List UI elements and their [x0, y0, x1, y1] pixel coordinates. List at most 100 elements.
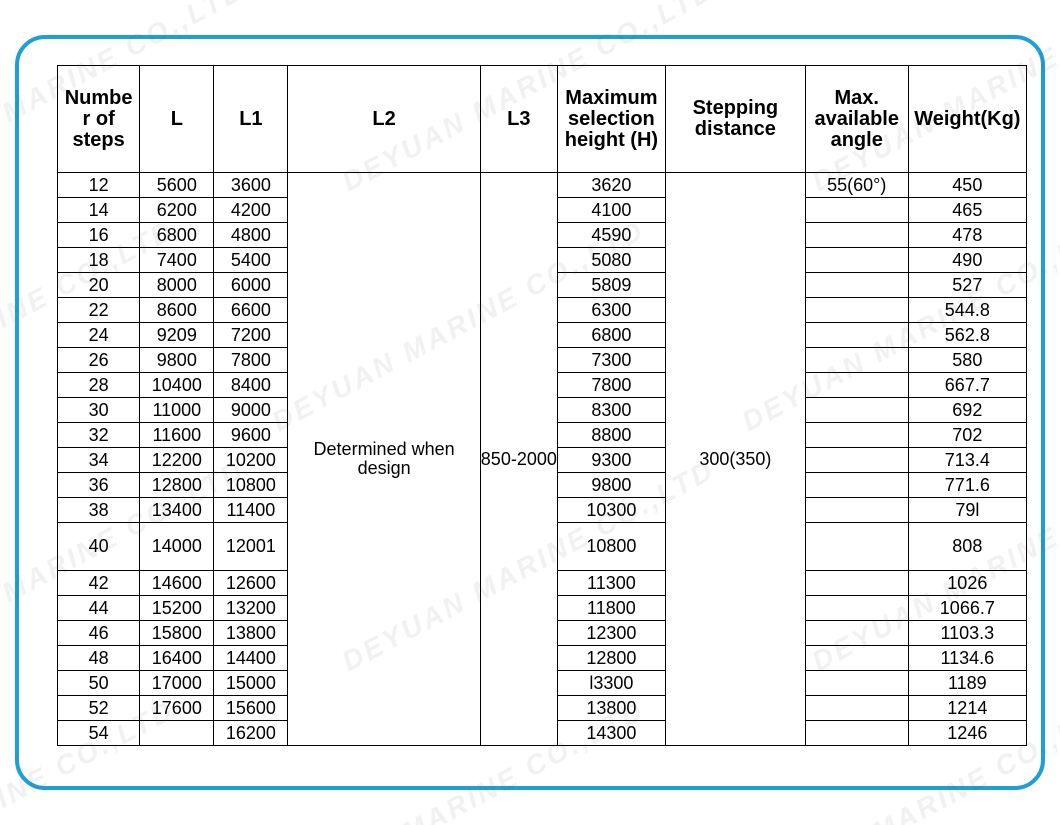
cell-angle [805, 323, 908, 348]
cell-steps: 18 [58, 248, 140, 273]
cell-steps: 34 [58, 448, 140, 473]
cell-H: 4100 [557, 198, 665, 223]
cell-steps: 42 [58, 571, 140, 596]
cell-H: 11800 [557, 596, 665, 621]
cell-L1: 15000 [214, 671, 288, 696]
cell-merged-L2: Determined when design [288, 173, 480, 746]
cell-angle [805, 721, 908, 746]
cell-L: 8600 [140, 298, 214, 323]
cell-steps: 30 [58, 398, 140, 423]
spec-table-container: Number ofstepsLL1L2L3Maximumselectionhei… [57, 65, 1027, 746]
cell-steps: 32 [58, 423, 140, 448]
cell-weight: 478 [908, 223, 1026, 248]
cell-weight: 580 [908, 348, 1026, 373]
cell-angle [805, 523, 908, 571]
col-header-weight: Weight(Kg) [908, 66, 1026, 173]
cell-L1: 6000 [214, 273, 288, 298]
cell-H: 6300 [557, 298, 665, 323]
cell-H: 6800 [557, 323, 665, 348]
cell-angle [805, 198, 908, 223]
cell-L1: 7200 [214, 323, 288, 348]
cell-weight: 1214 [908, 696, 1026, 721]
cell-weight: 1134.6 [908, 646, 1026, 671]
cell-L: 6800 [140, 223, 214, 248]
cell-angle [805, 223, 908, 248]
cell-steps: 38 [58, 498, 140, 523]
cell-L: 11000 [140, 398, 214, 423]
cell-weight: 1103.3 [908, 621, 1026, 646]
cell-L1: 9000 [214, 398, 288, 423]
cell-L1: 16200 [214, 721, 288, 746]
cell-steps: 16 [58, 223, 140, 248]
col-header-H: Maximumselectionheight (H) [557, 66, 665, 173]
cell-weight: 692 [908, 398, 1026, 423]
cell-weight: 1189 [908, 671, 1026, 696]
cell-L1: 5400 [214, 248, 288, 273]
cell-L1: 14400 [214, 646, 288, 671]
cell-angle [805, 646, 908, 671]
cell-angle [805, 398, 908, 423]
table-row: 1256003600Determined when design850-2000… [58, 173, 1027, 198]
cell-weight: 1026 [908, 571, 1026, 596]
cell-H: 7300 [557, 348, 665, 373]
cell-angle [805, 473, 908, 498]
cell-weight: 490 [908, 248, 1026, 273]
cell-H: 12800 [557, 646, 665, 671]
cell-steps: 22 [58, 298, 140, 323]
cell-H: 9800 [557, 473, 665, 498]
cell-L1: 10800 [214, 473, 288, 498]
cell-steps: 12 [58, 173, 140, 198]
cell-H: 10300 [557, 498, 665, 523]
cell-steps: 52 [58, 696, 140, 721]
cell-weight: 808 [908, 523, 1026, 571]
cell-weight: 1066.7 [908, 596, 1026, 621]
cell-L: 12200 [140, 448, 214, 473]
cell-angle [805, 373, 908, 398]
cell-H: 8800 [557, 423, 665, 448]
cell-merged-step_dist: 300(350) [665, 173, 805, 746]
cell-L: 9800 [140, 348, 214, 373]
cell-L: 15800 [140, 621, 214, 646]
cell-steps: 44 [58, 596, 140, 621]
cell-L: 17600 [140, 696, 214, 721]
cell-L: 12800 [140, 473, 214, 498]
cell-L1: 12600 [214, 571, 288, 596]
cell-steps: 20 [58, 273, 140, 298]
cell-L: 17000 [140, 671, 214, 696]
col-header-L: L [140, 66, 214, 173]
cell-weight: 1246 [908, 721, 1026, 746]
cell-angle [805, 696, 908, 721]
cell-H: 7800 [557, 373, 665, 398]
cell-L1: 6600 [214, 298, 288, 323]
cell-L: 15200 [140, 596, 214, 621]
cell-angle [805, 423, 908, 448]
cell-H: 9300 [557, 448, 665, 473]
cell-L1: 7800 [214, 348, 288, 373]
cell-H: 4590 [557, 223, 665, 248]
cell-L: 7400 [140, 248, 214, 273]
cell-merged-L3: 850-2000 [480, 173, 557, 746]
cell-L [140, 721, 214, 746]
cell-H: 8300 [557, 398, 665, 423]
spec-table: Number ofstepsLL1L2L3Maximumselectionhei… [57, 65, 1027, 746]
cell-steps: 54 [58, 721, 140, 746]
cell-L: 8000 [140, 273, 214, 298]
header-row: Number ofstepsLL1L2L3Maximumselectionhei… [58, 66, 1027, 173]
cell-H: 5809 [557, 273, 665, 298]
cell-H: 14300 [557, 721, 665, 746]
cell-angle [805, 273, 908, 298]
cell-steps: 40 [58, 523, 140, 571]
cell-weight: 79l [908, 498, 1026, 523]
cell-L1: 10200 [214, 448, 288, 473]
cell-steps: 36 [58, 473, 140, 498]
cell-L: 10400 [140, 373, 214, 398]
cell-steps: 14 [58, 198, 140, 223]
cell-L1: 3600 [214, 173, 288, 198]
cell-weight: 465 [908, 198, 1026, 223]
cell-angle [805, 348, 908, 373]
cell-weight: 713.4 [908, 448, 1026, 473]
col-header-angle: Max.availableangle [805, 66, 908, 173]
col-header-L2: L2 [288, 66, 480, 173]
cell-steps: 26 [58, 348, 140, 373]
cell-H: 10800 [557, 523, 665, 571]
